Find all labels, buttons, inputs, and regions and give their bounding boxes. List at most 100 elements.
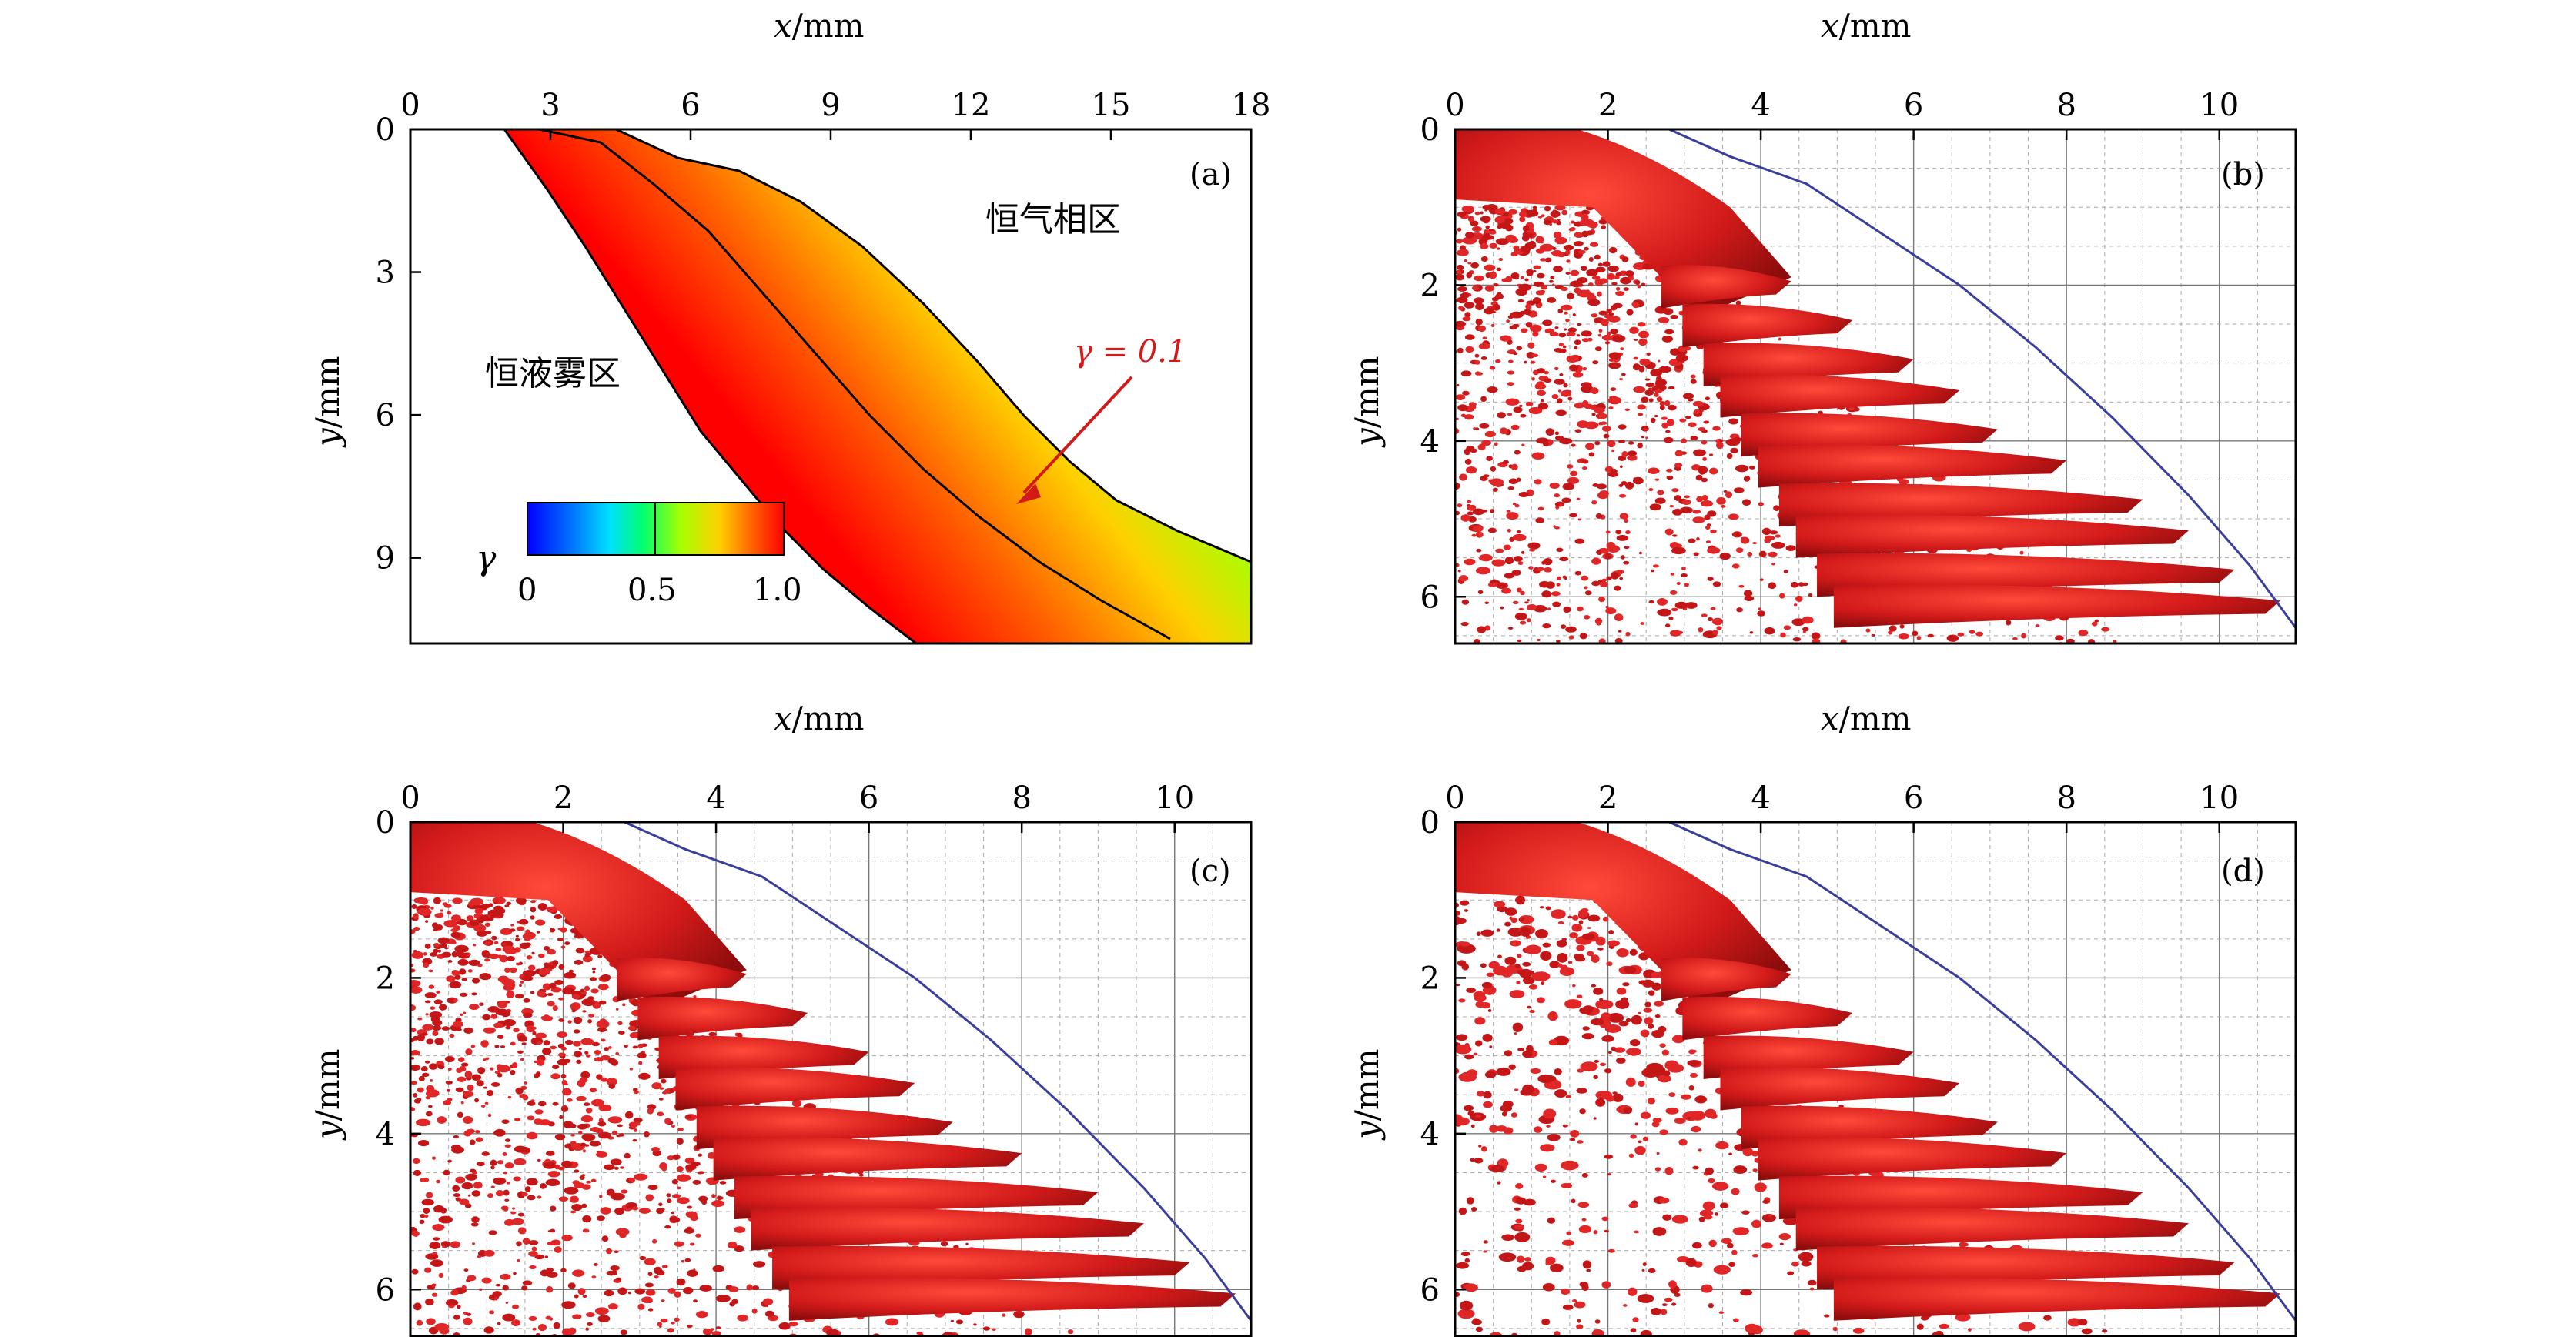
droplet	[455, 1018, 462, 1022]
droplet	[417, 1097, 422, 1102]
droplet	[1465, 232, 1474, 239]
droplet	[599, 1195, 603, 1198]
droplet	[1476, 1091, 1485, 1097]
droplet	[1520, 413, 1527, 418]
droplet	[1455, 1116, 1465, 1125]
droplet	[514, 1117, 521, 1122]
droplet	[711, 1194, 716, 1198]
droplet	[1563, 328, 1567, 331]
droplet	[473, 1182, 483, 1189]
droplet	[434, 1038, 444, 1045]
droplet	[1608, 352, 1621, 359]
droplet	[1607, 396, 1622, 405]
droplet	[512, 1304, 519, 1309]
ligament	[1795, 514, 2190, 558]
droplet	[525, 929, 530, 934]
droplet	[1641, 396, 1649, 403]
droplet	[1733, 1165, 1748, 1174]
droplet	[528, 1315, 537, 1321]
droplet	[1611, 468, 1618, 474]
droplet	[1712, 426, 1721, 431]
droplet	[1489, 478, 1504, 486]
droplet	[1688, 1085, 1694, 1091]
droplet	[458, 1065, 467, 1072]
droplet	[1824, 1314, 1830, 1318]
droplet	[1684, 495, 1690, 499]
droplet	[522, 1238, 530, 1245]
droplet	[1685, 1258, 1697, 1268]
droplet	[1531, 971, 1551, 981]
droplet	[478, 1002, 484, 1006]
droplet	[1779, 1242, 1784, 1245]
droplet	[1527, 542, 1541, 550]
droplet	[1634, 1122, 1638, 1126]
droplet	[1515, 1218, 1523, 1224]
droplet	[1591, 413, 1596, 416]
droplet	[1455, 563, 1460, 567]
droplet	[526, 954, 533, 960]
droplet	[1522, 225, 1530, 232]
droplet	[598, 1000, 607, 1005]
droplet	[1656, 1066, 1666, 1075]
droplet	[465, 1048, 473, 1055]
x-tick-label: 9	[821, 88, 840, 123]
droplet	[1476, 931, 1481, 936]
droplet	[1701, 440, 1708, 445]
droplet	[1600, 421, 1607, 425]
droplet	[1517, 639, 1522, 643]
droplet	[1581, 1284, 1589, 1292]
droplet	[1557, 921, 1564, 924]
droplet	[1663, 436, 1674, 443]
droplet	[447, 1089, 451, 1092]
droplet	[573, 1041, 581, 1047]
droplet	[1496, 1067, 1511, 1076]
droplet	[1466, 988, 1476, 994]
droplet	[1671, 1302, 1677, 1306]
droplet	[1565, 272, 1571, 275]
droplet	[1743, 475, 1751, 482]
droplet	[413, 1302, 422, 1311]
droplet	[1457, 1309, 1475, 1319]
droplet	[426, 1318, 436, 1325]
droplet	[628, 1178, 636, 1182]
droplet	[1548, 1039, 1558, 1046]
droplet	[600, 1207, 611, 1215]
droplet	[1458, 1207, 1467, 1215]
droplet	[1515, 1197, 1527, 1205]
droplet	[1455, 269, 1461, 275]
droplet	[1618, 440, 1625, 444]
droplet	[1541, 560, 1546, 565]
x-axis-label: x/mm	[1821, 7, 1912, 45]
droplet	[1604, 1229, 1609, 1233]
droplet	[606, 1248, 613, 1255]
droplet	[1743, 590, 1753, 597]
droplet	[479, 1288, 483, 1291]
droplet	[992, 1328, 996, 1331]
droplet	[513, 1272, 517, 1275]
droplet	[1898, 633, 1910, 640]
droplet	[1593, 1117, 1597, 1120]
droplet	[1748, 465, 1755, 470]
droplet	[1553, 231, 1562, 239]
droplet	[1671, 1215, 1688, 1224]
droplet	[1551, 251, 1556, 255]
x-tick-label: 0	[1445, 88, 1464, 123]
droplet	[1537, 567, 1544, 572]
droplet	[1581, 1218, 1587, 1222]
droplet	[1616, 535, 1629, 541]
droplet	[1670, 572, 1675, 576]
droplet	[1604, 1024, 1621, 1033]
droplet	[1500, 427, 1508, 435]
droplet	[1535, 928, 1548, 938]
droplet	[1485, 273, 1491, 279]
droplet	[610, 1265, 620, 1271]
droplet	[577, 1288, 586, 1295]
droplet	[1707, 617, 1714, 622]
droplet	[431, 1292, 438, 1297]
ligament	[751, 1207, 1145, 1251]
droplet	[460, 1062, 469, 1067]
droplet	[1550, 276, 1555, 279]
droplet	[557, 938, 564, 941]
droplet	[1536, 381, 1545, 387]
droplet	[719, 1181, 727, 1185]
